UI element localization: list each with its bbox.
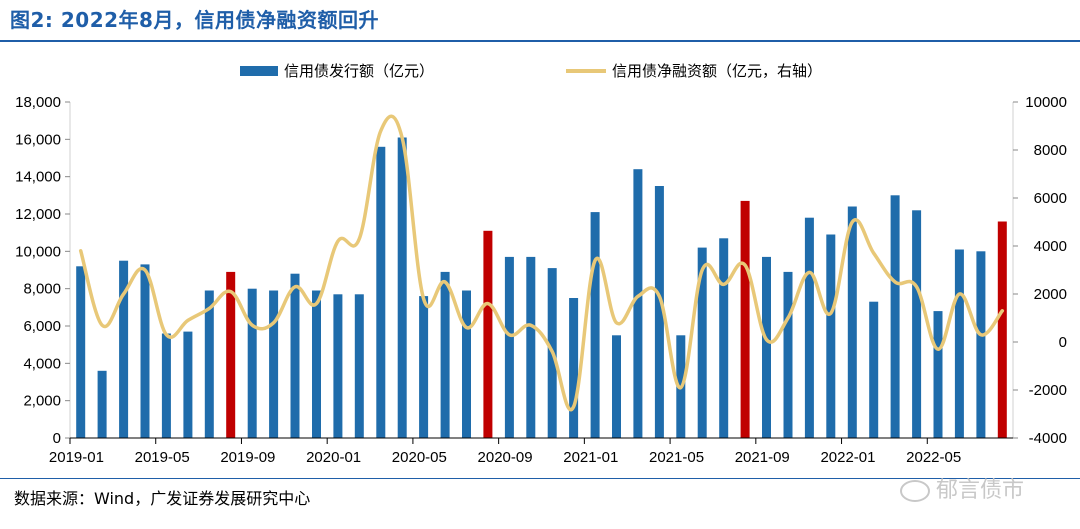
bar: [847, 206, 857, 438]
right-tick-label: -2000: [1029, 382, 1067, 399]
bar-highlight: [226, 271, 236, 438]
left-tick-label: 2,000: [23, 393, 61, 410]
right-tick-label: 2000: [1034, 286, 1067, 303]
bar: [762, 256, 771, 438]
bar: [933, 311, 943, 438]
watermark-text: 郁言债市: [936, 478, 1025, 503]
x-tick-label: 2021-01: [563, 449, 618, 466]
bar: [633, 169, 643, 438]
x-tick-label: 2020-01: [306, 449, 361, 466]
left-tick-label: 18,000: [15, 94, 61, 111]
legend-label-line: 信用债净融资额（亿元，右轴）: [612, 63, 822, 80]
bar: [976, 251, 986, 438]
bar: [954, 249, 964, 438]
bar: [76, 266, 86, 438]
chart: 信用债发行额（亿元） 信用债净融资额（亿元，右轴） 0 2,000 4,000 6,0…: [15, 63, 1067, 466]
bar: [440, 271, 450, 438]
bar: [804, 217, 814, 438]
footer-divider: [0, 478, 1080, 479]
left-tick-label: 0: [53, 430, 61, 447]
x-tick-label: 2019-05: [135, 449, 190, 466]
bar: [97, 370, 107, 438]
bar: [504, 256, 514, 438]
x-tick-label: 2022-01: [820, 449, 875, 466]
axes: 0 2,000 4,000 6,000 8,000 10,000 12,000 14,000 1…: [15, 94, 1067, 466]
left-tick-label: 12,000: [15, 206, 61, 223]
x-tick-label: 2021-05: [649, 449, 704, 466]
right-tick-label: 0: [1059, 334, 1067, 351]
bar: [140, 264, 150, 438]
right-tick-label: 8000: [1034, 142, 1067, 159]
bar: [333, 294, 343, 438]
bar: [119, 260, 129, 438]
bar: [869, 301, 879, 438]
bar: [783, 271, 793, 438]
x-tick-label: 2022-05: [906, 449, 961, 466]
bar: [826, 234, 836, 438]
right-tick-label: 4000: [1034, 238, 1067, 255]
bar: [204, 290, 214, 438]
right-tick-label: 10000: [1025, 94, 1067, 111]
bar: [269, 290, 279, 438]
bar: [354, 294, 364, 438]
bar: [697, 247, 707, 438]
left-tick-label: 16,000: [15, 131, 61, 148]
bar: [526, 256, 536, 438]
bar: [419, 296, 429, 438]
bar: [376, 146, 386, 439]
bar: [247, 288, 257, 438]
bar: [719, 238, 729, 438]
bar-series: [76, 137, 1007, 439]
data-source: 数据来源：Wind，广发证券发展研究中心: [14, 489, 311, 508]
bar: [569, 298, 579, 438]
x-tick-label: 2019-09: [220, 449, 275, 466]
line-series: [78, 114, 1005, 412]
bar: [312, 290, 321, 438]
bar: [654, 186, 664, 438]
bar: [462, 290, 471, 438]
wechat-icon: [900, 480, 930, 502]
bar: [290, 273, 300, 438]
x-tick-label: 2020-05: [392, 449, 447, 466]
bar: [890, 195, 900, 438]
chart-title: 图2: 2022年8月，信用债净融资额回升: [10, 8, 379, 32]
bar: [183, 331, 193, 438]
bar-highlight: [997, 221, 1007, 438]
right-tick-label: -4000: [1029, 430, 1067, 447]
net-financing-line: [78, 114, 1005, 412]
x-tick-label: 2021-09: [735, 449, 790, 466]
bar: [612, 335, 621, 438]
legend: 信用债发行额（亿元） 信用债净融资额（亿元，右轴）: [240, 63, 822, 80]
bar: [397, 137, 407, 438]
bar: [590, 212, 600, 438]
bar-highlight: [740, 200, 750, 438]
legend-swatch-bar: [240, 66, 278, 76]
left-tick-label: 6,000: [23, 318, 61, 335]
left-tick-label: 10,000: [15, 243, 61, 260]
x-tick-label: 2020-09: [478, 449, 533, 466]
legend-label-bar: 信用债发行额（亿元）: [284, 63, 434, 80]
bar: [161, 333, 171, 438]
left-tick-label: 14,000: [15, 169, 61, 186]
left-tick-label: 8,000: [23, 281, 61, 298]
left-tick-label: 4,000: [23, 355, 61, 372]
x-tick-label: 2019-01: [49, 449, 104, 466]
watermark: 郁言债市: [900, 472, 1024, 504]
title-divider: [0, 40, 1080, 42]
bar: [912, 210, 922, 438]
bar-highlight: [483, 230, 493, 438]
right-tick-label: 6000: [1034, 190, 1067, 207]
